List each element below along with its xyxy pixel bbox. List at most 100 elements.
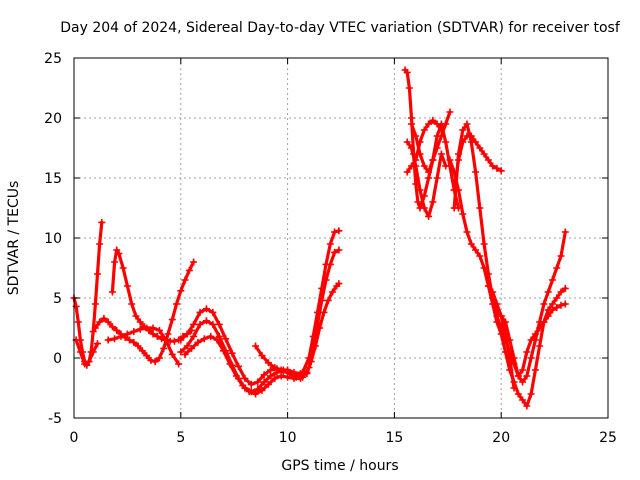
data-point bbox=[290, 368, 298, 376]
data-point bbox=[519, 378, 527, 386]
data-point bbox=[123, 330, 131, 338]
data-point bbox=[183, 342, 191, 350]
data-point bbox=[239, 382, 247, 390]
data-point bbox=[284, 373, 292, 381]
data-point bbox=[196, 320, 204, 328]
data-point bbox=[540, 318, 548, 326]
data-point bbox=[531, 330, 539, 338]
data-point bbox=[536, 324, 544, 332]
data-point bbox=[433, 120, 441, 128]
data-point bbox=[459, 126, 467, 134]
y-tick-label: 10 bbox=[44, 231, 62, 247]
data-point bbox=[506, 354, 514, 362]
data-point bbox=[177, 287, 185, 295]
y-tick-label: 0 bbox=[53, 351, 62, 367]
data-point bbox=[190, 258, 198, 266]
data-point bbox=[245, 388, 253, 396]
data-point bbox=[497, 167, 505, 175]
data-point bbox=[514, 390, 522, 398]
data-point bbox=[446, 108, 454, 116]
data-point bbox=[450, 168, 458, 176]
data-point bbox=[209, 308, 217, 316]
data-point bbox=[181, 350, 189, 358]
data-point bbox=[93, 270, 101, 278]
data-point bbox=[484, 282, 492, 290]
series-pass-k bbox=[405, 140, 448, 218]
data-point bbox=[407, 162, 415, 170]
data-layer bbox=[70, 66, 569, 410]
data-point bbox=[463, 120, 471, 128]
data-point bbox=[416, 186, 424, 194]
y-tick-label: 25 bbox=[44, 51, 62, 67]
data-point bbox=[489, 288, 497, 296]
data-point bbox=[187, 344, 195, 352]
data-point bbox=[123, 282, 131, 290]
data-point bbox=[557, 301, 565, 309]
data-point bbox=[74, 318, 82, 326]
data-point bbox=[480, 264, 488, 272]
data-point bbox=[403, 168, 411, 176]
data-point bbox=[284, 366, 292, 374]
data-point bbox=[523, 372, 531, 380]
data-point bbox=[493, 164, 501, 172]
data-point bbox=[497, 312, 505, 320]
data-point bbox=[531, 366, 539, 374]
data-point bbox=[407, 120, 415, 128]
data-point bbox=[260, 371, 268, 379]
x-tick-label: 0 bbox=[70, 430, 79, 446]
data-point bbox=[429, 156, 437, 164]
data-point bbox=[407, 144, 415, 152]
data-point bbox=[183, 330, 191, 338]
data-point bbox=[290, 374, 298, 382]
x-tick-label: 5 bbox=[176, 430, 185, 446]
y-axis-label: SDTVAR / TECUs bbox=[6, 181, 22, 296]
data-point bbox=[480, 240, 488, 248]
data-point bbox=[437, 150, 445, 158]
data-point bbox=[264, 380, 272, 388]
data-point bbox=[429, 198, 437, 206]
data-point bbox=[267, 366, 275, 374]
data-point bbox=[115, 250, 123, 258]
data-point bbox=[258, 386, 266, 394]
y-tick-label: 20 bbox=[44, 111, 62, 127]
data-point bbox=[215, 320, 223, 328]
data-point bbox=[258, 352, 266, 360]
data-point bbox=[450, 204, 458, 212]
data-point bbox=[480, 150, 488, 158]
data-point bbox=[553, 264, 561, 272]
data-point bbox=[407, 114, 415, 122]
data-point bbox=[472, 246, 480, 254]
data-point bbox=[420, 162, 428, 170]
data-point bbox=[149, 330, 157, 338]
data-point bbox=[425, 168, 433, 176]
data-point bbox=[241, 374, 249, 382]
data-point bbox=[175, 360, 183, 368]
data-point bbox=[164, 330, 172, 338]
data-point bbox=[561, 228, 569, 236]
data-point bbox=[331, 228, 339, 236]
data-point bbox=[467, 132, 475, 140]
y-tick-label: 15 bbox=[44, 171, 62, 187]
data-point bbox=[81, 360, 89, 368]
data-point bbox=[254, 378, 262, 386]
data-point bbox=[277, 366, 285, 374]
data-point bbox=[328, 288, 336, 296]
data-point bbox=[476, 144, 484, 152]
data-point bbox=[425, 174, 433, 182]
data-point bbox=[130, 328, 138, 336]
data-point bbox=[318, 296, 326, 304]
x-tick-label: 15 bbox=[385, 430, 403, 446]
data-point bbox=[548, 306, 556, 314]
data-point bbox=[264, 359, 272, 367]
data-point bbox=[489, 162, 497, 170]
data-point bbox=[190, 332, 198, 340]
data-point bbox=[162, 336, 170, 344]
data-point bbox=[117, 332, 125, 340]
data-point bbox=[153, 332, 161, 340]
data-point bbox=[267, 372, 275, 380]
data-point bbox=[416, 138, 424, 146]
data-point bbox=[296, 370, 304, 378]
data-point bbox=[160, 344, 168, 352]
data-point bbox=[132, 312, 140, 320]
